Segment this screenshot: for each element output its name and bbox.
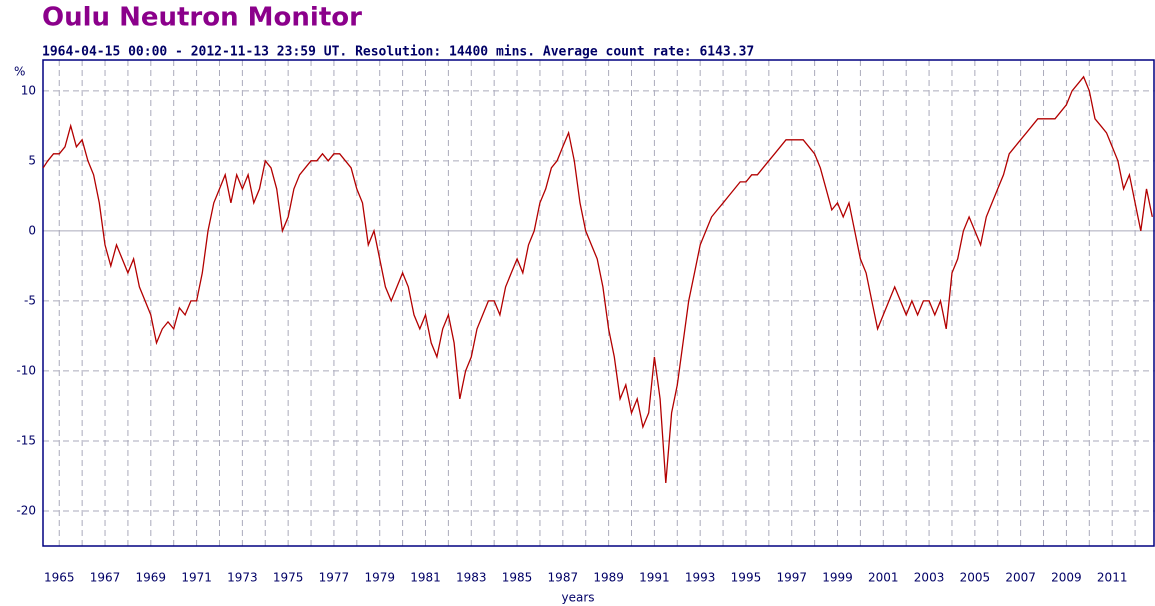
x-tick-label: 1967 bbox=[90, 571, 121, 585]
x-tick-label: 1985 bbox=[502, 571, 533, 585]
x-tick-label: 1987 bbox=[548, 571, 579, 585]
x-tick-label: 1971 bbox=[181, 571, 212, 585]
y-axis-label: % bbox=[14, 65, 25, 79]
x-tick-label: 1975 bbox=[273, 571, 304, 585]
x-tick-label: 2003 bbox=[914, 571, 945, 585]
x-tick-label: 1969 bbox=[136, 571, 167, 585]
x-tick-label: 1981 bbox=[410, 571, 441, 585]
y-tick-label: -20 bbox=[16, 503, 36, 517]
x-tick-label: 1973 bbox=[227, 571, 258, 585]
y-tick-label: 10 bbox=[21, 83, 36, 97]
y-tick-label: 0 bbox=[28, 223, 36, 237]
x-tick-label: 2007 bbox=[1005, 571, 1036, 585]
data-line bbox=[42, 75, 1153, 484]
chart-title: Oulu Neutron Monitor bbox=[42, 3, 362, 33]
y-tick-label: -10 bbox=[16, 363, 36, 377]
x-tick-label: 1993 bbox=[685, 571, 716, 585]
x-tick-label: 1983 bbox=[456, 571, 487, 585]
plot-frame bbox=[42, 59, 1155, 547]
x-tick-label: 1965 bbox=[44, 571, 75, 585]
y-tick-label: 5 bbox=[28, 153, 36, 167]
x-tick-label: 2011 bbox=[1097, 571, 1128, 585]
x-tick-label: 2001 bbox=[868, 571, 899, 585]
x-tick-label: 1989 bbox=[593, 571, 624, 585]
chart-subtitle: 1964-04-15 00:00 - 2012-11-13 23:59 UT. … bbox=[42, 45, 754, 60]
x-tick-label: 2009 bbox=[1051, 571, 1082, 585]
x-tick-label: 1995 bbox=[731, 571, 762, 585]
x-tick-label: 1997 bbox=[776, 571, 807, 585]
x-tick-label: 1979 bbox=[364, 571, 395, 585]
x-axis-label: years bbox=[561, 591, 594, 605]
x-tick-label: 2005 bbox=[960, 571, 991, 585]
x-tick-label: 1977 bbox=[319, 571, 350, 585]
x-tick-label: 1991 bbox=[639, 571, 670, 585]
y-tick-label: -5 bbox=[24, 293, 36, 307]
y-tick-label: -15 bbox=[16, 433, 36, 447]
x-tick-label: 1999 bbox=[822, 571, 853, 585]
